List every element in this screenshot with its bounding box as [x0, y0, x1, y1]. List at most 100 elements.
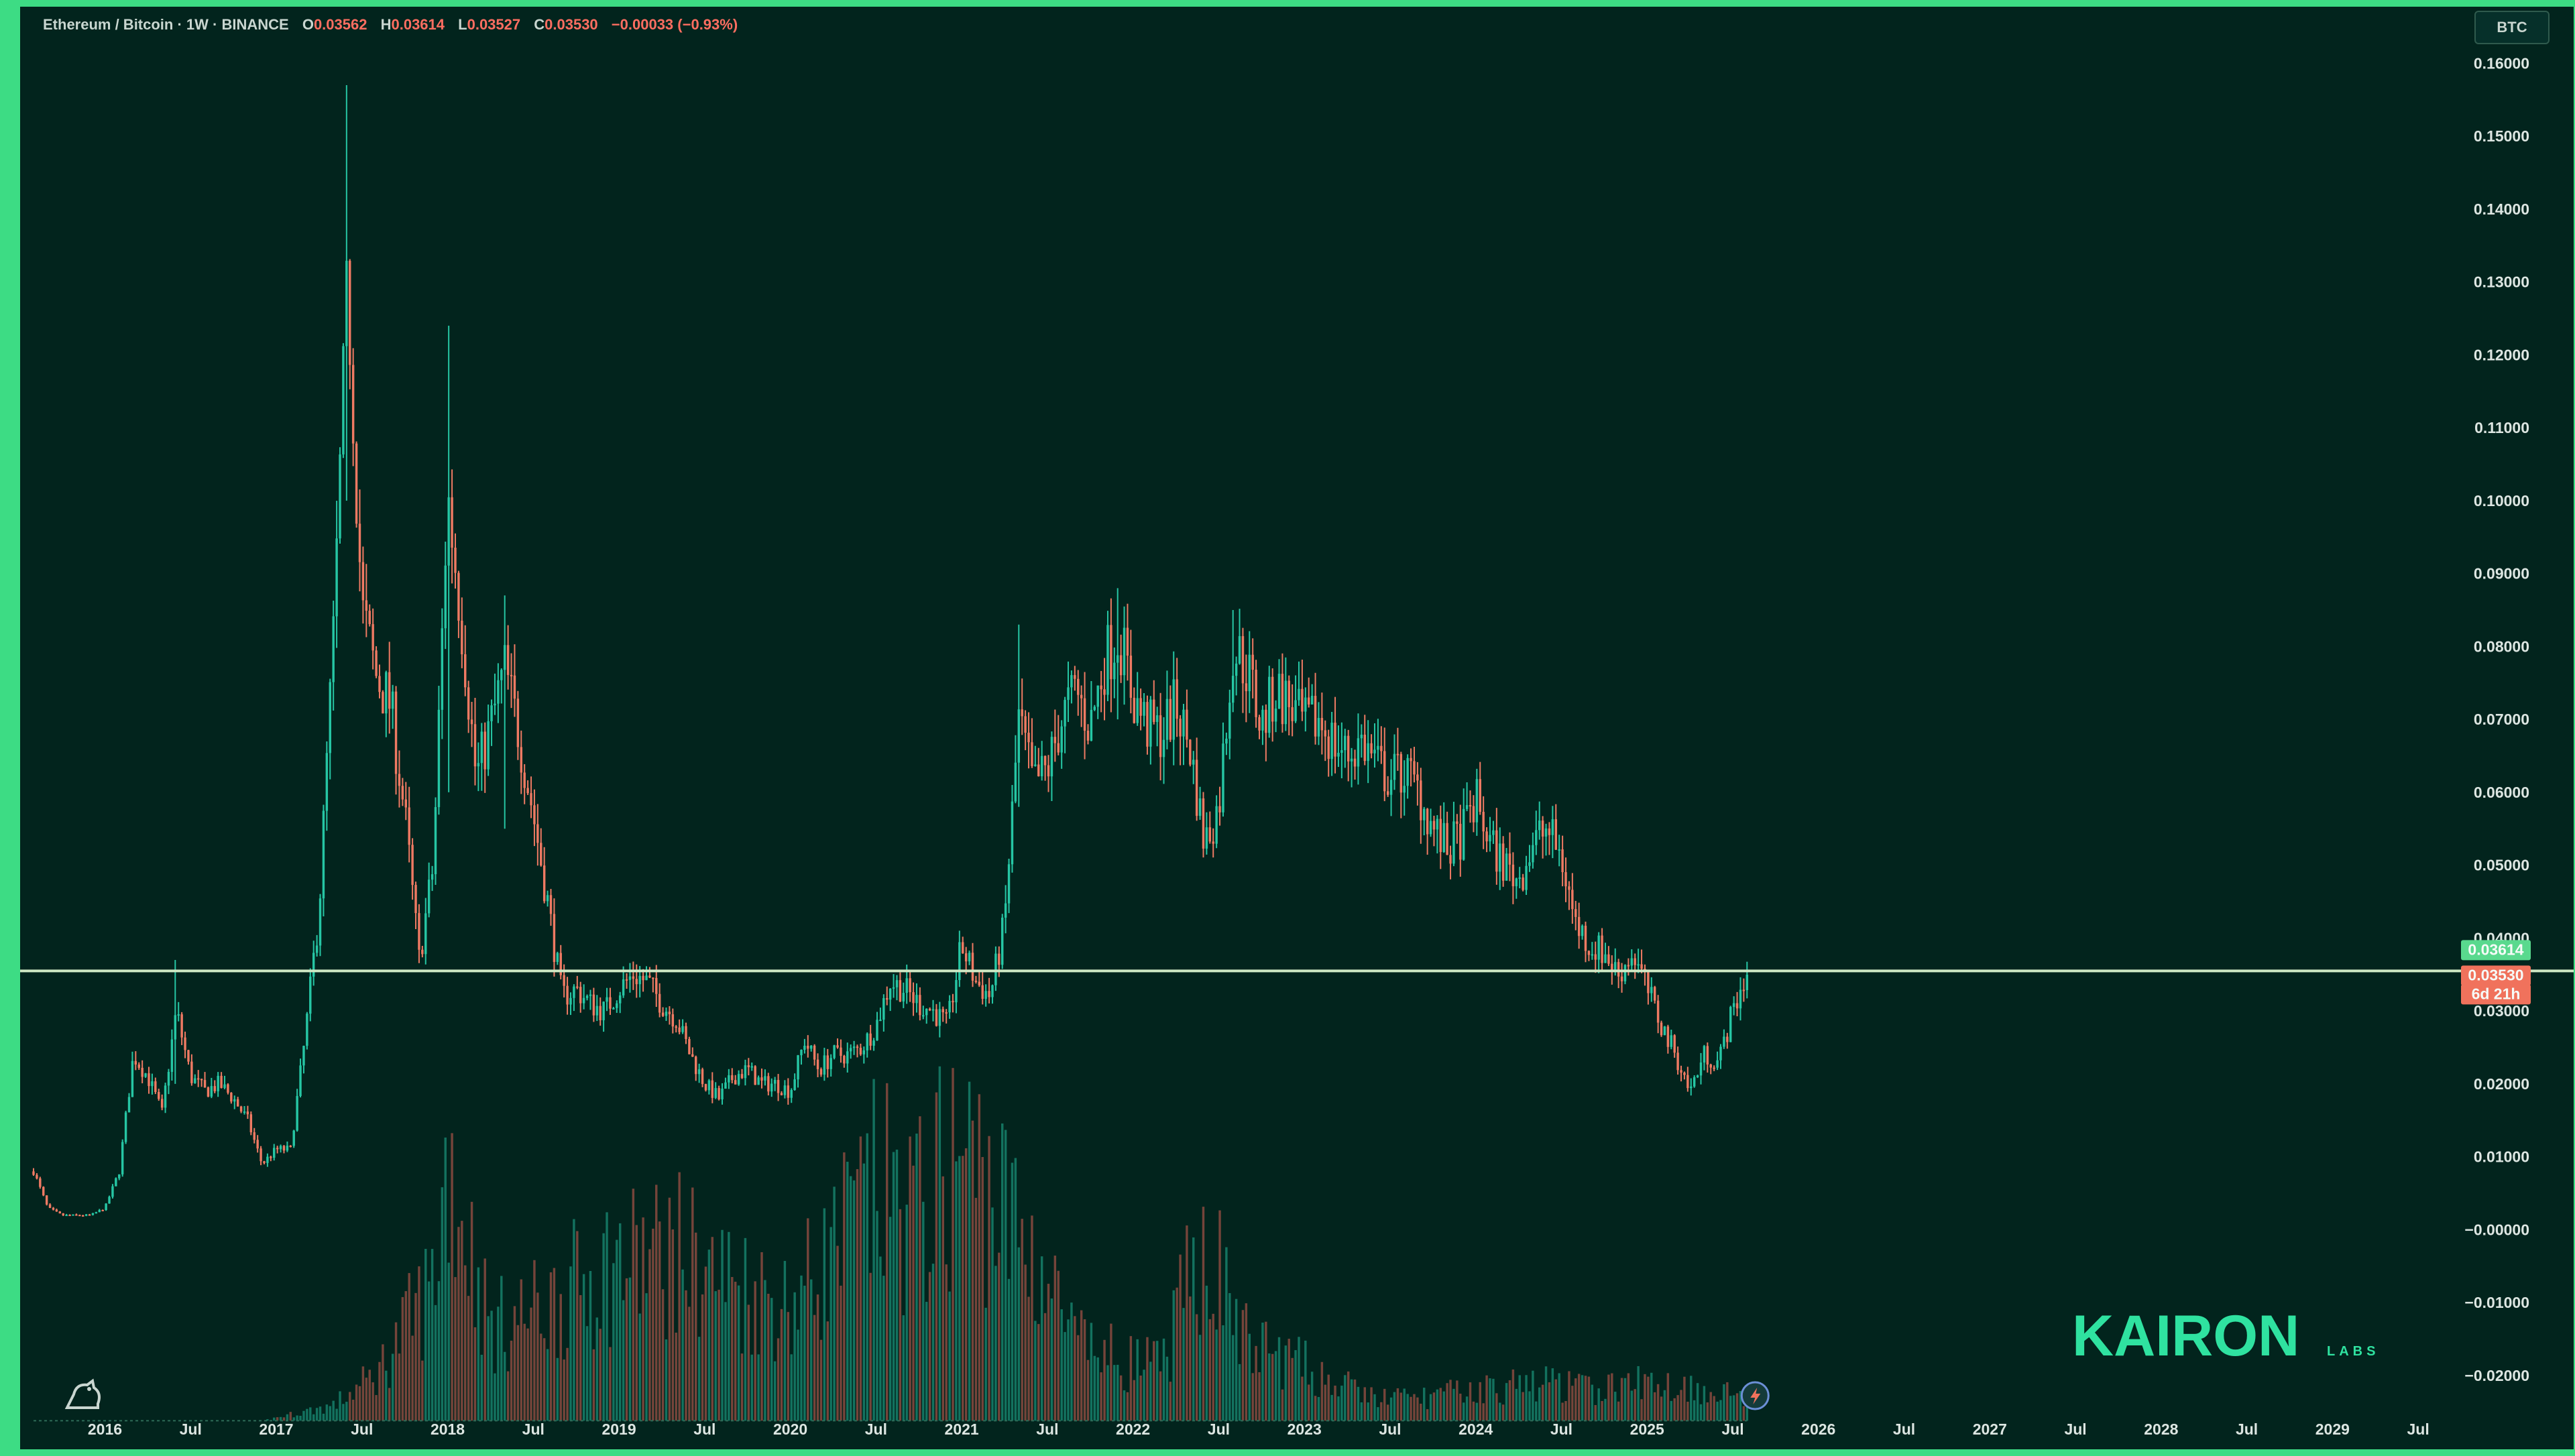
volume-bar — [1165, 1356, 1169, 1421]
candle-body — [1291, 707, 1294, 721]
candle-body — [1452, 821, 1455, 864]
volume-bar — [1535, 1401, 1538, 1421]
volume-bar — [780, 1309, 783, 1421]
candle-body — [1495, 830, 1498, 872]
volume-bar — [1640, 1399, 1643, 1421]
volume-bar — [856, 1169, 859, 1421]
candle-body — [978, 981, 981, 985]
volume-bar — [299, 1416, 302, 1421]
candle-body — [635, 979, 638, 985]
currency-button[interactable]: BTC — [2474, 11, 2550, 44]
candle-body — [1501, 843, 1505, 881]
x-tick-label: 2016 — [88, 1420, 122, 1438]
close-value: 0.03530 — [545, 16, 598, 33]
candle-body — [783, 1085, 787, 1095]
volume-bar — [1334, 1386, 1336, 1421]
volume-bar — [1666, 1373, 1670, 1421]
candle-body — [869, 1033, 872, 1046]
symbol-name[interactable]: Ethereum / Bitcoin · 1W · BINANCE — [43, 16, 289, 33]
candle-body — [273, 1148, 276, 1158]
candle-body — [1136, 698, 1139, 723]
candle-body — [724, 1082, 727, 1089]
candle-body — [1353, 758, 1357, 767]
price-chart[interactable]: 0.16000 0.15000 0.14000 0.13000 0.12000 0.110… — [20, 7, 2574, 1449]
candle-body — [892, 987, 895, 989]
volume-bar — [783, 1260, 787, 1421]
candle-body — [546, 895, 549, 902]
volume-bar — [1499, 1402, 1501, 1421]
volume-bar — [618, 1223, 622, 1421]
volume-bar — [1106, 1365, 1109, 1421]
candle-body — [1475, 779, 1479, 823]
candle-body — [464, 654, 467, 688]
volume-bar — [678, 1172, 681, 1421]
volume-bar — [1558, 1373, 1560, 1421]
candle-body — [813, 1045, 816, 1060]
candle-body — [1043, 755, 1047, 766]
volume-bar — [1074, 1316, 1076, 1421]
candle-body — [1189, 739, 1192, 765]
candle-body — [902, 993, 905, 1002]
y-tick-label: 0.13000 — [2474, 274, 2529, 291]
candle-body — [941, 1009, 944, 1013]
candle-body — [879, 1020, 882, 1022]
volume-bar — [714, 1291, 717, 1421]
volume-bar — [1680, 1390, 1682, 1421]
volume-bar — [1410, 1396, 1412, 1421]
candle-body — [665, 1012, 668, 1016]
candle-body — [32, 1171, 35, 1175]
volume-bar — [612, 1263, 615, 1421]
candle-body — [1324, 730, 1327, 737]
candle-body — [595, 1006, 599, 1016]
candle-body — [1653, 987, 1656, 1001]
volume-bar — [1238, 1363, 1241, 1421]
candle-body — [523, 772, 526, 788]
candle-body — [632, 976, 635, 979]
volume-bar — [665, 1339, 668, 1421]
volume-bar — [1047, 1284, 1050, 1421]
candle-body — [253, 1132, 255, 1140]
candle-body — [1301, 688, 1304, 712]
volume-bar — [464, 1265, 467, 1421]
volume-bar — [968, 1081, 971, 1421]
volume-bar — [1202, 1207, 1205, 1421]
volume-bar — [681, 1269, 684, 1421]
candle-body — [1571, 890, 1574, 910]
volume-bar — [1344, 1375, 1347, 1421]
y-tick-label: 0.15000 — [2474, 127, 2529, 145]
volume-bar — [1690, 1376, 1693, 1421]
volume-bar — [958, 1156, 961, 1421]
x-tick-label: Jul — [2407, 1420, 2429, 1438]
volume-bar — [645, 1293, 648, 1421]
volume-bar — [826, 1321, 829, 1421]
volume-bar — [1053, 1256, 1057, 1421]
volume-bar — [329, 1406, 331, 1421]
candle-body — [691, 1054, 694, 1057]
candle-body — [1241, 635, 1245, 684]
candle-body — [793, 1079, 796, 1090]
candle-body — [1126, 627, 1129, 656]
candle-body — [1330, 723, 1333, 760]
candle-body — [39, 1178, 42, 1187]
volume-bar — [704, 1266, 707, 1421]
volume-bar — [978, 1094, 981, 1421]
volume-bar — [1729, 1396, 1732, 1421]
candle-body — [1541, 821, 1544, 837]
candle-body — [131, 1060, 134, 1097]
volume-bar — [1228, 1292, 1231, 1421]
candle-body — [826, 1055, 829, 1069]
candle-body — [1110, 625, 1112, 680]
volume-bar — [342, 1404, 345, 1421]
candle-body — [998, 953, 1000, 965]
upper-price-tag: 0.03614 — [2468, 941, 2523, 958]
volume-bar — [1186, 1225, 1188, 1421]
chart-area[interactable]: 0.16000 0.15000 0.14000 0.13000 0.12000 0.110… — [20, 7, 2574, 1449]
volume-bar — [1420, 1403, 1422, 1421]
volume-bar — [302, 1410, 305, 1421]
volume-bar — [494, 1373, 496, 1421]
volume-bar — [740, 1353, 744, 1421]
volume-bar — [437, 1281, 441, 1421]
candle-body — [1248, 654, 1251, 692]
volume-bar — [1155, 1341, 1159, 1421]
x-tick-label: 2017 — [259, 1420, 293, 1438]
